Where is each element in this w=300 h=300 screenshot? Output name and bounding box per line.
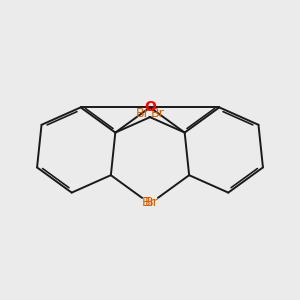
Text: Br: Br: [141, 196, 155, 209]
Text: Br: Br: [145, 196, 159, 209]
Text: O: O: [144, 100, 156, 114]
Text: Br: Br: [151, 107, 164, 120]
Text: Br: Br: [136, 107, 149, 120]
